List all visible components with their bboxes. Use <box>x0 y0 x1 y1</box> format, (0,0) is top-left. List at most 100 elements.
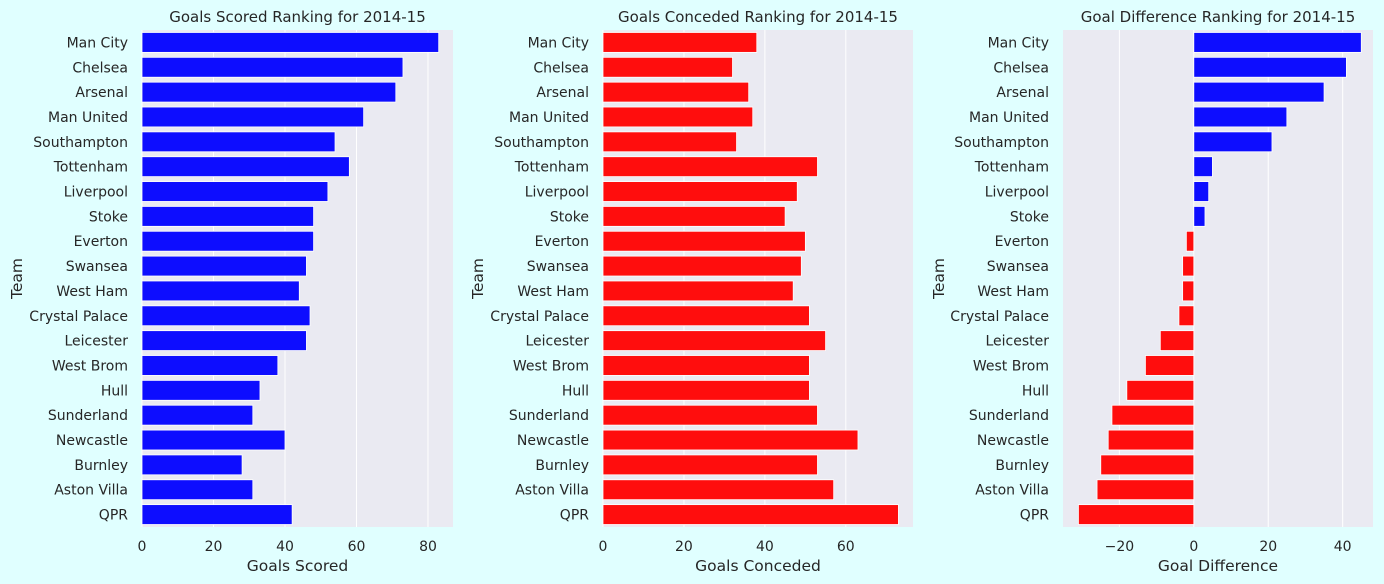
goal-difference-bar <box>1193 106 1288 128</box>
goals-conceded-bar <box>602 32 758 53</box>
goals-scored-x-tick-label: 60 <box>348 539 366 555</box>
goals-conceded-y-tick-label: Liverpool <box>525 185 589 201</box>
goals-scored-y-tick-label: Aston Villa <box>54 483 128 499</box>
goal-difference-y-tick-label: West Ham <box>977 284 1049 300</box>
goals-conceded-y-tick-label: West Ham <box>517 284 589 300</box>
goals-conceded-bar <box>602 429 859 451</box>
goal-difference-bar <box>1178 305 1195 327</box>
goal-difference-bar <box>1193 32 1362 53</box>
goal-difference-y-tick-label: Stoke <box>1010 209 1049 225</box>
goal-difference-bar <box>1182 255 1195 277</box>
goal-difference-y-tick-label: West Brom <box>973 358 1049 374</box>
goals-scored-y-tick-label: Swansea <box>66 259 128 275</box>
goal-difference-bar <box>1159 330 1195 351</box>
goal-difference-y-tick-label: Man City <box>988 35 1049 51</box>
goals-scored-bar <box>141 280 300 302</box>
goals-scored-x-tick-label: 20 <box>205 539 223 555</box>
goal-difference-bar <box>1096 479 1195 501</box>
goals-scored-x-tick-label: 80 <box>419 539 437 555</box>
goal-difference-x-tick-label: 20 <box>1259 539 1277 555</box>
goals-conceded-y-tick-label: Newcastle <box>517 433 589 449</box>
goals-conceded-bar <box>602 504 899 525</box>
goals-conceded-bar <box>602 280 794 302</box>
goals-conceded-x-tick-label: 20 <box>675 539 693 555</box>
goals-scored-y-tick-label: Chelsea <box>72 60 128 76</box>
goals-conceded-y-tick-label: QPR <box>560 508 589 524</box>
goals-scored-bar <box>141 479 254 501</box>
goal-difference-bar <box>1107 429 1195 451</box>
goals-conceded-bar <box>602 81 750 103</box>
goal-difference-y-axis-label: Team <box>930 258 948 300</box>
goals-scored-bar <box>141 81 397 103</box>
goals-conceded-y-tick-label: Southampton <box>494 135 589 151</box>
goals-scored-bar <box>141 255 307 277</box>
goals-conceded-y-tick-label: Tottenham <box>514 160 589 176</box>
goal-difference-y-tick-label: Hull <box>1022 383 1049 399</box>
goals-scored-bar <box>141 504 293 525</box>
goal-difference-x-tick-label: −20 <box>1105 539 1135 555</box>
goal-difference-y-tick-label: Southampton <box>954 135 1049 151</box>
goals-scored-x-tick-label: 0 <box>138 539 147 555</box>
goals-scored-y-tick-label: Crystal Palace <box>29 309 128 325</box>
goals-conceded-y-tick-label: Everton <box>535 234 589 250</box>
goals-scored-bar <box>141 32 440 53</box>
goal-difference-bar <box>1193 181 1210 202</box>
goals-conceded-y-tick-label: Burnley <box>535 458 589 474</box>
goal-difference-plot-area <box>1063 30 1373 527</box>
goals-conceded-bar <box>602 206 786 227</box>
goals-conceded-y-tick-label: Sunderland <box>509 408 589 424</box>
goal-difference-y-tick-label: QPR <box>1020 508 1049 524</box>
goals-scored-y-tick-label: Newcastle <box>56 433 128 449</box>
goals-conceded-bar <box>602 305 810 327</box>
goals-scored-y-axis-label: Team <box>8 258 26 300</box>
goal-difference-bar <box>1193 56 1347 78</box>
goal-difference-y-tick-label: Swansea <box>987 259 1049 275</box>
goals-conceded-y-tick-label: Arsenal <box>536 85 589 101</box>
goals-scored-title: Goals Scored Ranking for 2014-15 <box>169 8 426 26</box>
goals-conceded-bar <box>602 131 737 153</box>
goals-scored-x-axis-label: Goals Scored <box>247 557 349 575</box>
goal-difference-y-tick-label: Sunderland <box>969 408 1049 424</box>
goals-conceded-bar <box>602 379 810 401</box>
goals-conceded-bar <box>602 330 826 351</box>
goals-conceded-y-tick-label: Crystal Palace <box>490 309 589 325</box>
goals-conceded-x-tick-label: 40 <box>756 539 774 555</box>
goals-scored-chart: Man City Chelsea Arsenal Man United Southamp… <box>8 8 453 575</box>
goals-scored-bar <box>141 355 279 376</box>
goals-scored-bar <box>141 181 329 202</box>
goal-difference-y-tick-label: Burnley <box>995 458 1049 474</box>
goals-conceded-bar <box>602 479 835 501</box>
goals-scored-bar <box>141 404 254 426</box>
goal-difference-y-tick-label: Tottenham <box>974 160 1049 176</box>
goal-difference-title: Goal Difference Ranking for 2014-15 <box>1081 8 1356 26</box>
goals-scored-bar <box>141 56 404 78</box>
goals-conceded-y-tick-label: Swansea <box>527 259 589 275</box>
goal-difference-bar <box>1193 131 1273 153</box>
goals-conceded-chart: Man City Chelsea Arsenal Man United Southamp… <box>469 8 913 575</box>
goals-scored-y-tick-label: Stoke <box>89 209 128 225</box>
goals-conceded-bar <box>602 355 810 376</box>
goals-conceded-bar <box>602 454 818 476</box>
goals-conceded-y-tick-label: Chelsea <box>533 60 589 76</box>
goals-conceded-bar <box>602 404 818 426</box>
goals-scored-y-tick-label: Liverpool <box>64 185 128 201</box>
goals-scored-y-tick-label: West Ham <box>56 284 128 300</box>
goal-difference-bar <box>1193 156 1213 178</box>
goals-scored-y-tick-label: Everton <box>74 234 128 250</box>
goal-difference-x-tick-label: 40 <box>1334 539 1352 555</box>
goals-conceded-y-tick-label: Man United <box>509 110 589 126</box>
goals-scored-bar <box>141 106 365 128</box>
goal-difference-y-tick-label: Newcastle <box>977 433 1049 449</box>
goals-scored-y-tick-label: Hull <box>101 383 128 399</box>
goal-difference-bar <box>1185 230 1195 252</box>
goals-conceded-y-tick-label: Stoke <box>550 209 589 225</box>
goal-difference-x-axis-label: Goal Difference <box>1158 557 1278 575</box>
goals-conceded-x-tick-label: 0 <box>599 539 608 555</box>
goal-difference-chart: Man City Chelsea Arsenal Man United Southamp… <box>930 8 1373 575</box>
goal-difference-y-tick-label: Crystal Palace <box>950 309 1049 325</box>
goals-conceded-title: Goals Conceded Ranking for 2014-15 <box>618 8 898 26</box>
goals-conceded-y-tick-label: Man City <box>528 35 589 51</box>
goals-conceded-y-tick-label: Aston Villa <box>515 483 589 499</box>
goals-scored-y-tick-label: West Brom <box>52 358 128 374</box>
